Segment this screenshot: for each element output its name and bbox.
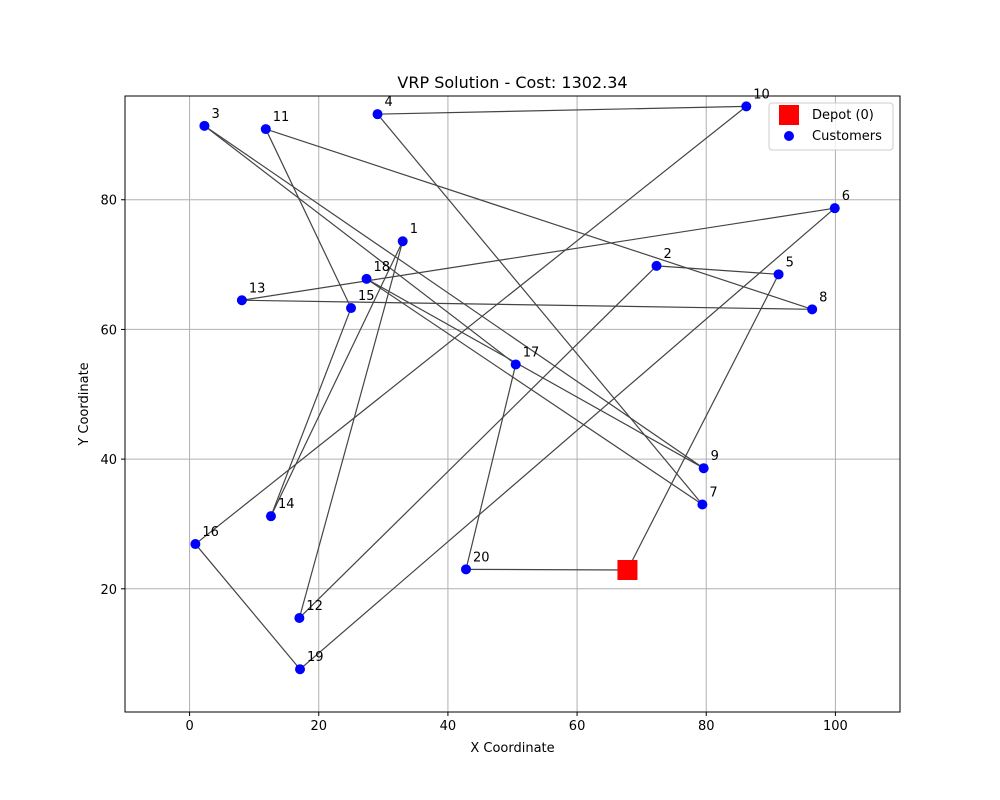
customer-label: 3 [211,107,219,122]
customer-point [294,612,305,623]
route-segment [299,207,836,670]
customer-label: 8 [819,290,827,305]
customer-point [807,304,818,315]
customer-point [361,273,372,284]
route-segment [465,364,517,570]
customer-label: 2 [664,247,672,262]
route-segment [366,278,704,469]
legend: Depot (0) Customers [768,102,894,151]
route-segment [265,128,352,309]
customer-point [295,664,306,675]
customer-label: 18 [374,260,391,275]
route-segment [366,278,703,506]
depot-marker [617,559,638,580]
customer-point [190,539,201,550]
customer-point [372,109,383,120]
customer-label: 10 [753,87,770,102]
customer-point [697,499,708,510]
route-segment [465,568,628,571]
customer-point [397,236,408,247]
customer-label: 17 [523,345,540,360]
customer-point [346,303,357,314]
customer-point [265,511,276,522]
customer-label: 15 [358,289,375,304]
legend-customer-marker [784,131,794,141]
x-tick-label: 60 [569,719,586,734]
x-tick-label: 80 [698,719,715,734]
customer-label: 14 [278,497,295,512]
route-segment [204,125,705,469]
customer-label: 9 [711,449,719,464]
customer-point [741,101,752,112]
legend-depot-marker [779,105,799,125]
x-tick-label: 100 [823,719,848,734]
route-segment [377,105,747,115]
customer-label: 5 [786,255,794,270]
x-tick-label: 0 [185,719,193,734]
route-segment [195,105,747,545]
route-segment [298,241,404,619]
legend-depot-label: Depot (0) [812,108,874,123]
route-segment [241,299,813,310]
route-segment [265,128,813,310]
route-segment [270,240,404,517]
chart-title: VRP Solution - Cost: 1302.34 [397,73,627,92]
data-points [190,101,840,675]
route-segment [626,274,780,571]
customer-point [461,564,471,575]
route-segment [194,543,301,670]
route-lines [194,105,836,670]
x-axis-label: X Coordinate [470,741,554,756]
legend-customer-label: Customers [812,129,882,144]
legend-box [768,102,894,151]
y-axis-label: Y Coordinate [77,362,92,446]
customer-label: 12 [306,599,323,614]
route-segment [656,265,779,275]
x-tick-label: 40 [440,719,457,734]
route-segment [241,207,835,301]
customer-label: 20 [473,550,490,565]
customer-point [236,295,247,306]
customer-label: 13 [249,281,266,296]
customer-point [260,124,271,135]
customer-point [773,269,784,280]
customer-label: 19 [307,650,324,665]
customer-label: 16 [202,525,219,540]
customer-label: 7 [709,486,717,501]
y-tick-label: 80 [100,194,117,209]
route-segment [270,307,352,517]
y-tick-label: 60 [100,323,117,338]
axes-frame [124,95,901,713]
route-segment [377,113,703,505]
x-tick-label: 20 [310,719,327,734]
y-tick-label: 40 [100,453,117,468]
axis-ticks: 0 20 40 60 80 100 20 40 60 80 [100,194,847,734]
customer-point [651,260,662,271]
customer-point [698,463,709,474]
y-tick-label: 20 [100,583,117,598]
customer-label: 6 [842,189,850,204]
customer-point [199,120,210,131]
customer-label: 4 [385,95,393,110]
customer-label: 11 [273,110,290,125]
customer-label: 1 [410,222,418,237]
route-segment [204,125,517,365]
customer-point [510,359,521,370]
customer-point [829,203,840,214]
route-segment [298,265,657,619]
